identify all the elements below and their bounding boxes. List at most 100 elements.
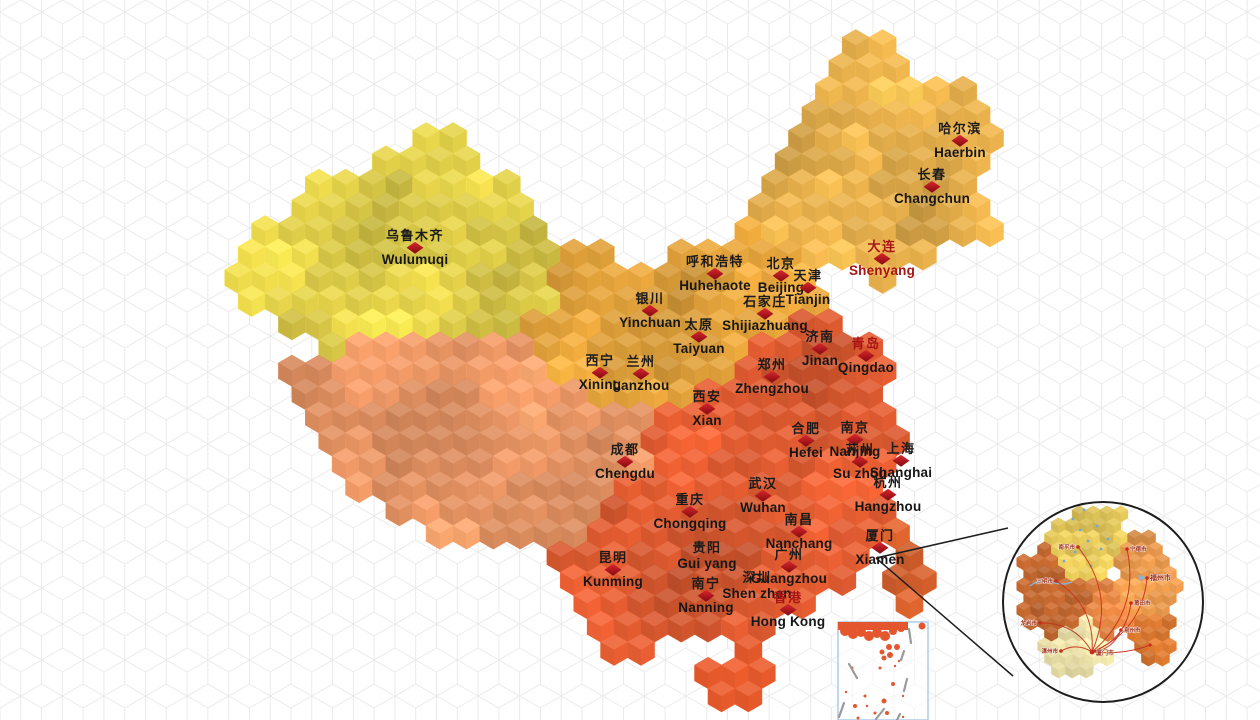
city-haerbin[interactable]: 哈尔滨 Haerbin (934, 122, 986, 160)
city-name-cn: 杭州 (873, 475, 903, 491)
city-marker-icon[interactable] (873, 252, 891, 265)
city-hefei[interactable]: 合肥 Hefei (789, 422, 823, 460)
city-nanning[interactable]: 南宁 Nanning (678, 577, 733, 615)
city-nanjing[interactable]: 南京 Nanjing (830, 421, 881, 459)
city-kunming[interactable]: 昆明 Kunming (583, 551, 643, 589)
city-name-cn: 石家庄 (743, 294, 787, 310)
city-marker-icon[interactable] (857, 349, 875, 362)
city-wuhan[interactable]: 武汉 Wuhan (740, 477, 786, 515)
city-qingdao[interactable]: 青岛 Qingdao (838, 337, 894, 375)
city-marker-icon[interactable] (780, 560, 798, 573)
city-name-cn: 哈尔滨 (938, 121, 982, 137)
city-name-en: Lanzhou (612, 377, 670, 393)
city-marker-icon[interactable] (706, 267, 724, 280)
city-suzhou[interactable]: 苏州 Su zhou (833, 443, 887, 481)
city-name-cn: 青岛 (851, 336, 881, 352)
city-name-en: Nanning (678, 599, 734, 615)
city-marker-icon[interactable] (604, 563, 622, 576)
city-hongkong[interactable]: 香港 Hong Kong (751, 591, 826, 629)
city-name-cn: 香港 (773, 590, 803, 606)
city-guangzhou[interactable]: 广州 Guangzhou (751, 548, 827, 586)
city-xining[interactable]: 西宁 Xining (579, 354, 621, 392)
city-marker-icon[interactable] (851, 455, 869, 468)
city-name-en: Xiamen (855, 551, 905, 567)
city-marker-icon[interactable] (616, 455, 634, 468)
city-beijing[interactable]: 北京 Beijing (758, 257, 804, 295)
city-marker-icon[interactable] (697, 589, 715, 602)
city-name-cn: 苏州 (845, 442, 875, 458)
city-name-en: Tianjin (785, 291, 831, 307)
city-marker-icon[interactable] (923, 180, 941, 193)
city-marker-icon[interactable] (406, 241, 424, 254)
city-marker-icon[interactable] (892, 454, 910, 467)
city-name-en: Qingdao (837, 359, 895, 375)
city-chengdu[interactable]: 成都 Chengdu (595, 443, 655, 481)
city-marker-icon[interactable] (772, 269, 790, 282)
city-shijiazhuang[interactable]: 石家庄 Shijiazhuang (722, 295, 808, 333)
city-marker-icon[interactable] (846, 433, 864, 446)
city-name-en: Shen zhen (722, 585, 792, 601)
city-marker-icon[interactable] (790, 525, 808, 538)
city-marker-icon[interactable] (698, 402, 716, 415)
city-name-cn: 重庆 (675, 492, 705, 508)
city-shanghai[interactable]: 上海 Shanghai (870, 442, 932, 480)
city-name-en: Nanjing (829, 443, 881, 459)
city-name-en: Hong Kong (750, 613, 826, 629)
city-marker-icon[interactable] (641, 304, 659, 317)
city-jinan[interactable]: 济南 Jinan (802, 330, 838, 368)
city-yinchuan[interactable]: 银川 Yinchuan (619, 292, 681, 330)
city-marker-icon[interactable] (779, 603, 797, 616)
city-name-cn: 兰州 (626, 354, 656, 370)
city-hangzhou[interactable]: 杭州 Hangzhou (855, 476, 922, 514)
city-huhehaote[interactable]: 呼和浩特 Huhehaote (679, 255, 751, 293)
city-marker-icon[interactable] (797, 434, 815, 447)
city-marker-icon[interactable] (591, 366, 609, 379)
city-taiyuan[interactable]: 太原 Taiyuan (673, 318, 724, 356)
city-wulumuqi[interactable]: 乌鲁木齐 Wulumuqi (382, 229, 449, 267)
city-name-cn: 银川 (635, 291, 665, 307)
city-name-en: Nanchang (765, 535, 833, 551)
city-name-cn: 南京 (840, 420, 870, 436)
city-guiyang[interactable]: 贵阳 Gui yang (677, 541, 736, 571)
city-nanchang[interactable]: 南昌 Nanchang (766, 513, 833, 551)
city-name-cn: 广州 (774, 547, 804, 563)
city-marker-icon[interactable] (879, 488, 897, 501)
city-zhengzhou[interactable]: 郑州 Zhengzhou (735, 358, 809, 396)
city-marker-icon[interactable] (754, 489, 772, 502)
city-marker-icon[interactable] (951, 134, 969, 147)
city-name-en: Changchun (893, 190, 971, 206)
city-marker-icon[interactable] (690, 330, 708, 343)
city-marker-icon[interactable] (799, 281, 817, 294)
city-marker-icon[interactable] (811, 342, 829, 355)
city-name-en: Xining (578, 376, 622, 392)
city-marker-icon[interactable] (632, 367, 650, 380)
city-marker-icon[interactable] (763, 370, 781, 383)
city-name-cn: 合肥 (791, 421, 821, 437)
city-name-en: Shanghai (869, 464, 933, 480)
city-name-cn: 南昌 (784, 512, 814, 528)
city-marker-icon[interactable] (681, 505, 699, 518)
city-name-en: Kunming (583, 573, 643, 589)
city-name-en: Su zhou (833, 465, 887, 481)
city-changchun[interactable]: 长春 Changchun (894, 168, 970, 206)
city-name-cn: 南宁 (691, 576, 721, 592)
city-shenzhen[interactable]: 深圳 Shen zhen (722, 571, 791, 601)
city-name-cn: 呼和浩特 (685, 254, 744, 270)
city-marker-icon[interactable] (756, 307, 774, 320)
city-name-en: Wulumuqi (381, 251, 449, 267)
city-name-cn: 武汉 (748, 476, 778, 492)
map-hexes (224, 29, 1004, 713)
city-chongqing[interactable]: 重庆 Chongqing (653, 493, 726, 531)
city-name-cn: 天津 (793, 268, 823, 284)
city-name-cn: 北京 (766, 256, 796, 272)
city-name-cn: 上海 (886, 441, 916, 457)
city-name-cn: 深圳 (742, 570, 772, 586)
city-lanzhou[interactable]: 兰州 Lanzhou (613, 355, 670, 393)
city-xiamen[interactable]: 厦门 Xiamen (855, 529, 904, 567)
city-name-en: Xian (692, 412, 722, 428)
city-name-en: Jinan (801, 352, 839, 368)
city-tianjin[interactable]: 天津 Tianjin (786, 269, 831, 307)
city-shenyang[interactable]: 大连 Shenyang (849, 240, 915, 278)
city-xian[interactable]: 西安 Xian (692, 390, 721, 428)
